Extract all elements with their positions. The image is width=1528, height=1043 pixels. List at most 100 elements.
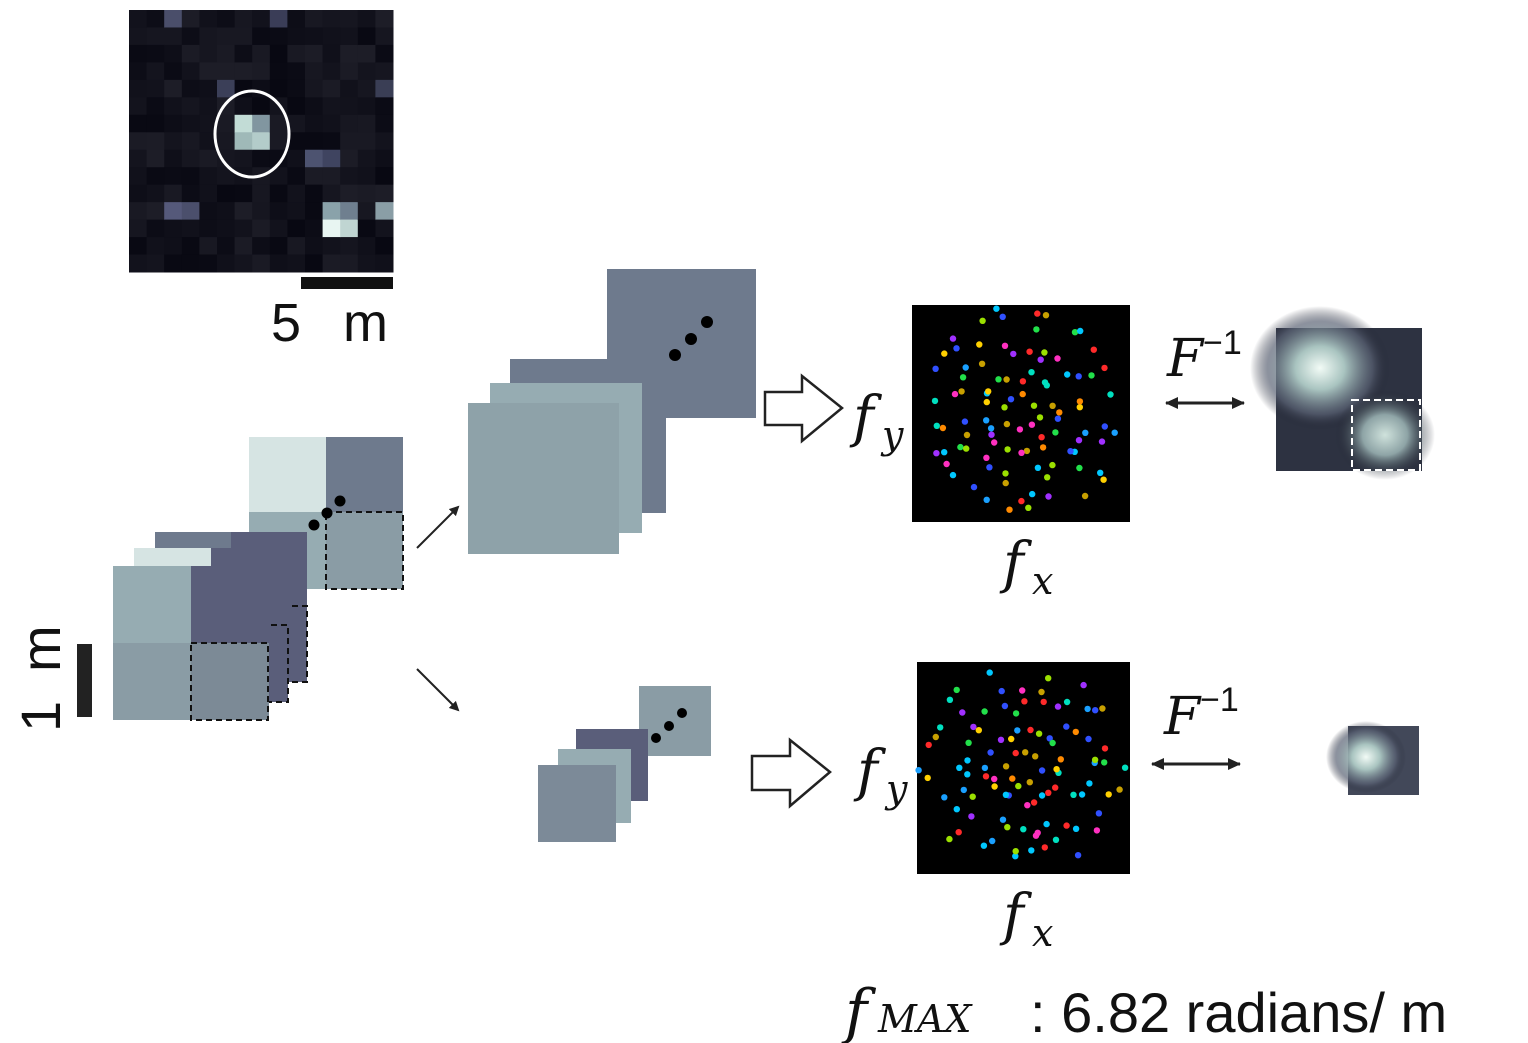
spectrum-point: [1027, 726, 1034, 734]
micrograph-pixel: [164, 202, 183, 221]
spectrum-point: [1076, 464, 1083, 472]
spectrum-point: [1036, 414, 1044, 421]
micrograph-pixel: [129, 79, 148, 98]
spectrum-point: [961, 418, 969, 425]
micrograph-pixel: [146, 62, 165, 81]
micrograph-pixel: [340, 10, 359, 28]
micrograph-pixel: [340, 44, 359, 63]
micrograph-pixel: [340, 219, 359, 238]
micrograph-pixel: [287, 184, 306, 203]
spectrum-point: [1026, 779, 1034, 786]
spectrum-point: [1046, 735, 1053, 742]
micrograph-pixel: [287, 97, 306, 116]
micrograph-pixel: [217, 10, 236, 28]
micrograph-pixel: [322, 27, 341, 46]
micrograph-pixel: [375, 202, 394, 221]
micrograph-pixel: [181, 219, 200, 238]
micrograph-pixel: [129, 219, 148, 238]
micrograph-pixel: [269, 184, 288, 203]
spectrum-point: [1024, 802, 1031, 809]
spectrum-point: [1032, 753, 1039, 760]
micrograph-pixel: [269, 202, 288, 221]
micrograph-pixel: [217, 237, 236, 256]
spectrum-point: [983, 496, 990, 503]
spectrum-point: [1080, 681, 1087, 689]
micrograph-pixel: [305, 132, 324, 151]
spectrum-point: [1044, 474, 1051, 481]
spectrum-point: [1012, 710, 1020, 717]
spectrum-point: [1010, 350, 1017, 358]
micrograph-pixel: [234, 97, 253, 116]
micrograph-pixel: [305, 97, 324, 116]
spectrum-point: [983, 454, 990, 461]
micrograph-pixel: [357, 202, 376, 221]
micrograph-pixel: [269, 62, 288, 81]
micrograph-pixel: [357, 97, 376, 116]
spectrum-point: [1049, 402, 1056, 409]
spectrum-point: [1039, 444, 1047, 451]
spectrum-bottom-x-label: f: [999, 883, 1033, 948]
spectrum-point: [959, 374, 967, 381]
micrograph-pixel: [252, 114, 271, 133]
spectrum-point: [1067, 448, 1074, 455]
spectrum-point: [1015, 782, 1022, 790]
micrograph-pixel: [217, 167, 236, 186]
micrograph-pixel: [287, 219, 306, 238]
spectrum-point: [989, 837, 996, 845]
micrograph-pixel: [340, 149, 359, 168]
micrograph-pixel: [146, 219, 165, 238]
micrograph-pixel: [181, 202, 200, 221]
micrograph-pixel: [269, 79, 288, 98]
micrograph-pixel: [287, 27, 306, 46]
inverse-power-top: −1: [1203, 324, 1242, 362]
spectrum-point: [1070, 791, 1077, 798]
spectrum-point: [963, 431, 971, 439]
spectrum-point: [1090, 346, 1098, 353]
micrograph-pixel: [164, 79, 183, 98]
micrograph-pixel: [129, 167, 148, 186]
spectrum-point: [946, 696, 954, 703]
spectrum-point: [964, 757, 971, 764]
micrograph-pixel: [322, 44, 341, 63]
spectrum-point: [1009, 775, 1016, 782]
micrograph-pixel: [146, 237, 165, 256]
micrograph-pixel: [375, 219, 394, 238]
spectrum-point: [959, 709, 966, 716]
micrograph-pixel: [252, 149, 271, 168]
hollow-arrow-icon: [750, 737, 832, 809]
spectrum-point: [962, 364, 969, 371]
micrograph-pixel: [269, 27, 288, 46]
micrograph-pixel: [375, 44, 394, 63]
spectrum-point: [1116, 786, 1123, 793]
micrograph-pixel: [164, 114, 183, 133]
spectrum-point: [1029, 490, 1036, 498]
spectrum-point: [1008, 735, 1015, 743]
spectrum-point: [1012, 749, 1019, 757]
spectrum-point: [1028, 369, 1035, 376]
micrograph-pixel: [234, 114, 253, 133]
spectrum-point: [941, 350, 948, 357]
spectrum-point: [1101, 423, 1109, 430]
tile-stack-left: [113, 437, 404, 721]
micrograph-pixel: [287, 44, 306, 63]
spectrum-point: [981, 764, 989, 772]
micrograph-pixel: [199, 149, 218, 168]
spectrum-point: [1003, 376, 1010, 383]
ellipsis-dot: [321, 507, 333, 519]
micrograph-pixel: [287, 132, 306, 151]
micrograph-pixel: [287, 167, 306, 186]
micrograph-pixel: [375, 79, 394, 98]
spectrum-point: [1021, 749, 1029, 756]
thin-arrow-icon: [416, 668, 460, 712]
micrograph-pixel: [129, 184, 148, 203]
micrograph-pixel: [164, 149, 183, 168]
spectrum-point: [1001, 342, 1009, 349]
scale-bar-left: 1 m: [9, 625, 92, 732]
spectrum-point: [1016, 426, 1024, 433]
micrograph-pixel: [164, 254, 183, 273]
micrograph-pixel: [199, 237, 218, 256]
micrograph-pixel: [234, 219, 253, 238]
micrograph-pixel: [252, 97, 271, 116]
spectrum-top-x-sub: x: [1032, 559, 1053, 603]
spectrum-top: [912, 305, 1130, 522]
